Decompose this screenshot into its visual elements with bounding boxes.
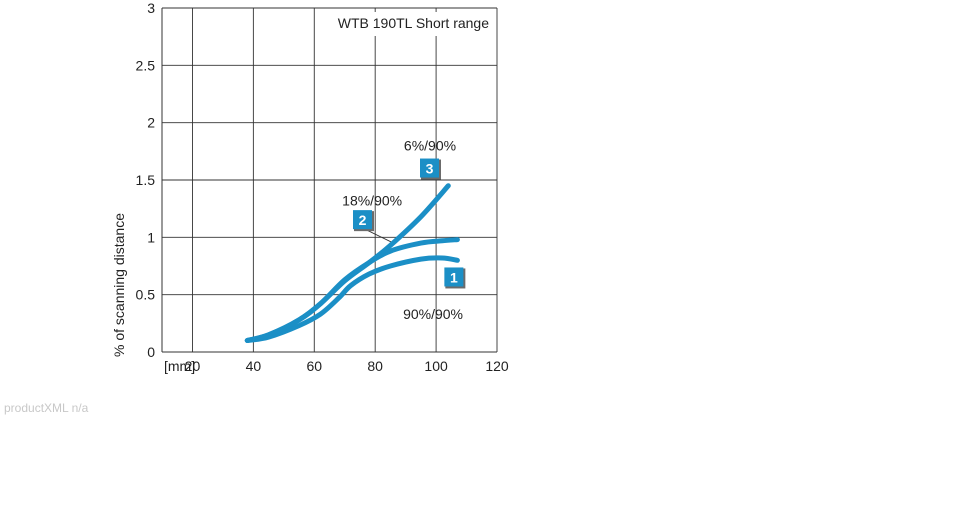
marker-box [444, 267, 464, 287]
footer-text: productXML n/a [4, 401, 89, 415]
series-annotation: 90%/90% [403, 306, 463, 322]
x-tick-label: 80 [367, 358, 383, 374]
series-annotation: 6%/90% [404, 138, 456, 154]
marker-label: 2 [359, 212, 367, 228]
marker-box [353, 210, 372, 230]
series-line-2 [244, 237, 460, 343]
y-tick-label: 1 [147, 229, 155, 245]
series-line-1 [244, 255, 460, 343]
chart-title: WTB 190TL Short range [338, 15, 489, 31]
marker-box [420, 158, 439, 178]
y-tick-label: 2.5 [136, 57, 156, 73]
marker-label: 1 [450, 269, 458, 285]
x-tick-label: 60 [306, 358, 322, 374]
x-unit-label: [mm] [164, 358, 195, 374]
x-tick-label: 100 [424, 358, 448, 374]
title-background [328, 12, 491, 36]
series-line-3 [244, 183, 451, 343]
y-tick-label: 0.5 [136, 287, 156, 303]
y-axis-label: % of scanning distance [111, 213, 127, 357]
y-tick-label: 0 [147, 344, 155, 360]
chart: WTB 190TL Short range 0 0.5 1 1.5 2 2.5 3 [mm]20… [111, 0, 509, 374]
x-tick-label: 40 [246, 358, 262, 374]
series-annotation: 18%/90% [342, 193, 402, 209]
y-tick-label: 3 [147, 0, 155, 16]
x-tick-label: 120 [485, 358, 509, 374]
marker-label: 3 [426, 161, 434, 177]
y-tick-label: 2 [147, 115, 155, 131]
x-tick-label: 20 [185, 358, 201, 374]
y-tick-label: 1.5 [136, 172, 156, 188]
